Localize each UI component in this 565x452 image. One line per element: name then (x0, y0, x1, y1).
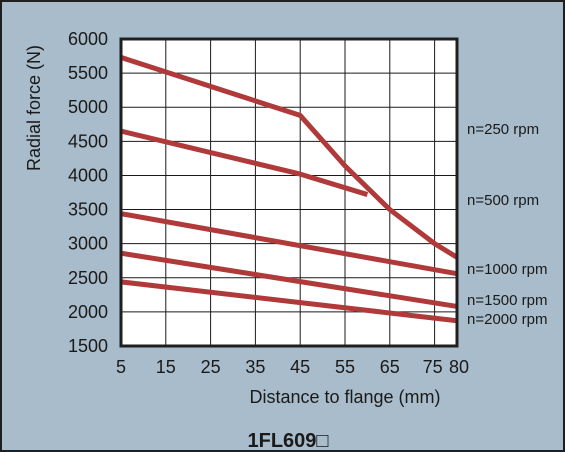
y-axis-label: Radial force (N) (24, 45, 44, 171)
series-label: n=1500 rpm (467, 292, 547, 309)
series-line (120, 250, 458, 309)
series-label: n=2000 rpm (467, 311, 547, 328)
series-line (120, 55, 459, 260)
y-tick-label: 2500 (68, 268, 108, 288)
y-tick-label: 3000 (68, 234, 108, 254)
x-tick-label: 45 (290, 357, 310, 377)
series-lines (120, 55, 459, 324)
x-tick-labels: 5 15 25 35 45 55 65 75 80 (116, 357, 469, 377)
series-label: n=250 rpm (467, 121, 539, 138)
y-tick-label: 5000 (68, 97, 108, 117)
y-tick-labels: 1500 2000 2500 3000 3500 4000 4500 5000 5500 6000 (68, 29, 108, 356)
y-tick-label: 5500 (68, 63, 108, 83)
y-tick-label: 4500 (68, 131, 108, 151)
series-line (120, 211, 458, 277)
series-labels: n=250 rpm n=500 rpm n=1000 rpm n=1500 rpm n=… (467, 121, 547, 328)
y-tick-label: 4000 (68, 165, 108, 185)
x-axis-label: Distance to flange (mm) (249, 387, 440, 407)
y-tick-label: 3500 (68, 200, 108, 220)
x-tick-label: 35 (245, 357, 265, 377)
series-label: n=500 rpm (467, 192, 539, 209)
chart-title: 1FL609□ (247, 430, 328, 452)
x-tick-label: 5 (116, 357, 126, 377)
series-label: n=1000 rpm (467, 261, 547, 278)
x-tick-label: 65 (380, 357, 400, 377)
x-tick-label: 25 (201, 357, 221, 377)
plot-border (119, 37, 459, 348)
plot-area (121, 39, 457, 346)
x-tick-label: 80 (449, 357, 469, 377)
series-line (120, 279, 458, 324)
y-tick-label: 1500 (68, 336, 108, 356)
x-tick-label: 15 (156, 357, 176, 377)
y-tick-label: 6000 (68, 29, 108, 49)
y-tick-label: 2000 (68, 302, 108, 322)
x-tick-label: 55 (335, 357, 355, 377)
x-tick-label: 75 (423, 357, 443, 377)
series-line (120, 128, 369, 197)
